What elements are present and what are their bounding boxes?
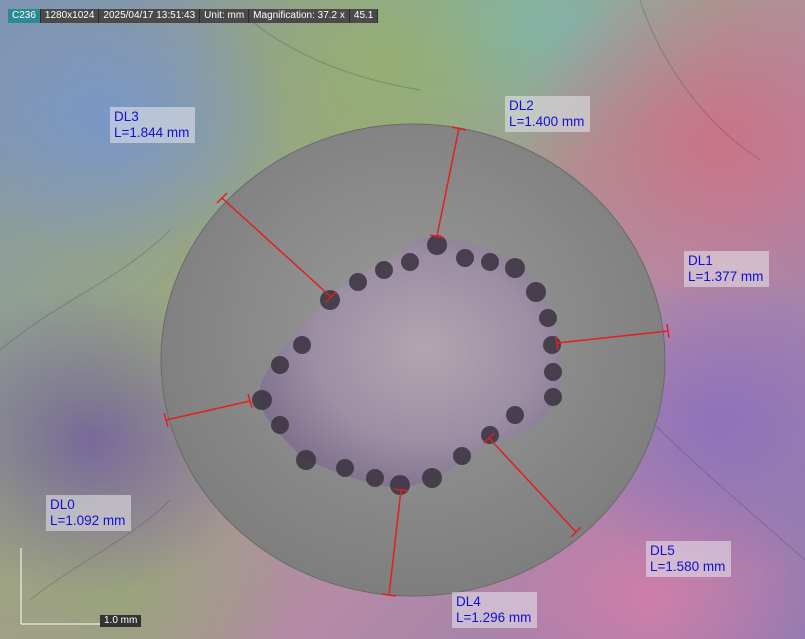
measurement-label-dl1: DL1 L=1.377 mm — [684, 251, 770, 287]
measurement-name: DL3 — [114, 109, 139, 124]
measurement-length: L=1.580 mm — [650, 559, 726, 574]
measurement-name: DL5 — [650, 543, 675, 558]
camera-id: C236 — [8, 9, 41, 23]
measurement-name: DL1 — [688, 253, 713, 268]
extra-value: 45.1 — [349, 9, 379, 23]
measure-line-dl3 — [216, 192, 337, 303]
measurement-name: DL0 — [50, 497, 75, 512]
measurement-length: L=1.377 mm — [688, 269, 764, 284]
measurement-length: L=1.400 mm — [509, 114, 585, 129]
scale-bar — [20, 548, 100, 625]
core-pits — [252, 235, 562, 495]
measure-line-dl5 — [483, 432, 582, 538]
measure-line-dl0 — [163, 393, 253, 428]
scale-bar-label: 1.0 mm — [100, 615, 142, 627]
measure-line-dl2 — [429, 126, 467, 239]
unit: Unit: mm — [200, 9, 250, 23]
magnification: Magnification: 37.2 x — [249, 9, 350, 23]
measurement-length: L=1.296 mm — [456, 610, 532, 625]
background-fibers — [0, 0, 805, 601]
resolution: 1280x1024 — [40, 9, 100, 23]
measurement-name: DL2 — [509, 98, 534, 113]
measurement-length: L=1.844 mm — [114, 125, 190, 140]
measurement-name: DL4 — [456, 594, 481, 609]
measurement-lines — [163, 126, 670, 597]
measurement-label-dl0: DL0 L=1.092 mm — [46, 495, 132, 531]
measure-line-dl4 — [381, 488, 409, 597]
measurement-label-dl5: DL5 L=1.580 mm — [646, 541, 732, 577]
measurement-length: L=1.092 mm — [50, 513, 126, 528]
measurement-label-dl4: DL4 L=1.296 mm — [452, 592, 538, 628]
timestamp: 2025/04/17 13:51:43 — [99, 9, 201, 23]
measure-line-dl1 — [555, 323, 670, 351]
status-bar: C236 1280x1024 2025/04/17 13:51:43 Unit:… — [8, 9, 379, 23]
measurement-label-dl2: DL2 L=1.400 mm — [505, 96, 591, 132]
measurement-label-dl3: DL3 L=1.844 mm — [110, 107, 196, 143]
